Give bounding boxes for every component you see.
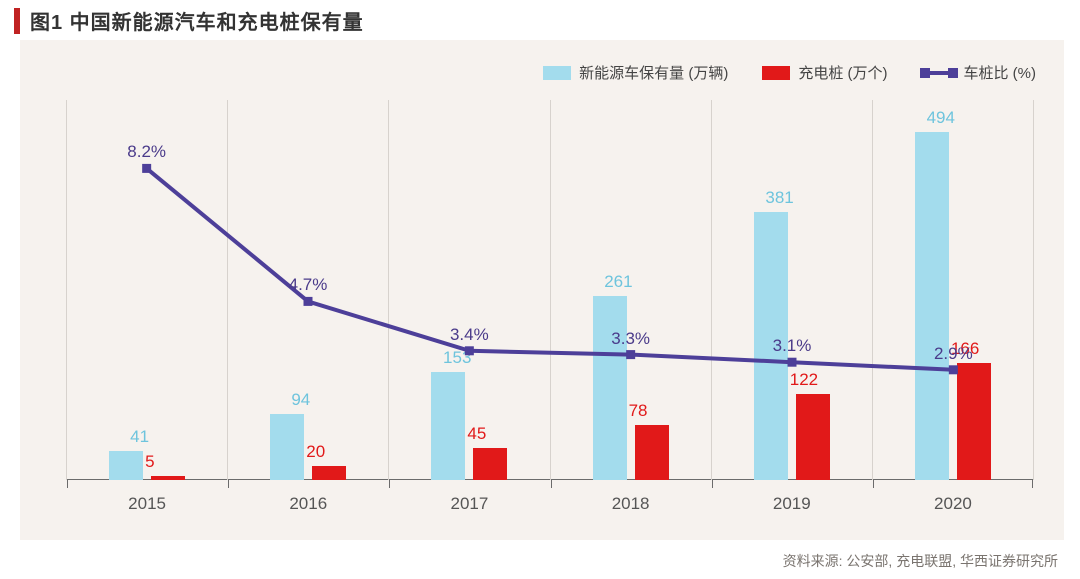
bar-piles: 5 xyxy=(151,476,185,480)
bar-group: 201715345 xyxy=(388,100,549,480)
bar-group: 2019381122 xyxy=(711,100,872,480)
x-axis-label: 2019 xyxy=(712,494,872,514)
bar-vehicles-value: 153 xyxy=(391,348,471,372)
bar-pair: 494166 xyxy=(873,100,1033,480)
bar-vehicles: 153 xyxy=(431,372,465,480)
legend-swatch-piles xyxy=(762,66,790,80)
legend-item-ratio: 车桩比 (%) xyxy=(922,62,1037,83)
bar-piles-value: 20 xyxy=(306,442,386,466)
bar-pair: 381 122 xyxy=(712,100,872,480)
bar-vehicles-value: 94 xyxy=(230,390,310,414)
legend-label-ratio: 车桩比 (%) xyxy=(964,62,1037,83)
ratio-value-label: 4.7% xyxy=(289,275,328,301)
bar-vehicles-value: 381 xyxy=(714,188,794,212)
title-accent-mark xyxy=(14,8,20,34)
bar-group: 201826178 xyxy=(550,100,711,480)
bar-vehicles-value: 261 xyxy=(553,272,633,296)
bar-piles-value: 122 xyxy=(790,370,870,394)
source-caption: 资料来源: 公安部, 充电联盟, 华西证券研究所 xyxy=(783,551,1058,571)
chart-panel: 新能源车保有量 (万辆) 充电桩 (万个) 车桩比 (%) 2015415201… xyxy=(20,40,1064,540)
bar-piles: 20 xyxy=(312,466,346,480)
bar-vehicles: 94 xyxy=(270,414,304,480)
x-axis-label: 2016 xyxy=(228,494,388,514)
legend-item-piles: 充电桩 (万个) xyxy=(762,62,887,83)
ratio-value-label: 8.2% xyxy=(127,142,166,168)
bar-vehicles-value: 494 xyxy=(875,108,955,132)
bar-group: 2020494166 xyxy=(872,100,1034,480)
bar-piles-value: 45 xyxy=(467,424,547,448)
chart-title-bar: 图1 中国新能源汽车和充电桩保有量 xyxy=(14,6,364,35)
ratio-value-label: 2.9% xyxy=(934,344,973,370)
bar-pair: 15345 xyxy=(389,100,549,480)
bar-piles-value: 78 xyxy=(629,401,709,425)
ratio-value-label: 3.3% xyxy=(611,329,650,355)
bar-groups: 2015415201694202017153452018261782019381… xyxy=(66,100,1034,480)
legend-item-vehicles: 新能源车保有量 (万辆) xyxy=(543,62,728,83)
bar-piles-value: 5 xyxy=(145,452,225,476)
x-axis-label: 2018 xyxy=(551,494,711,514)
bar-vehicles: 494 xyxy=(915,132,949,480)
bar-vehicles-value: 41 xyxy=(69,427,149,451)
bar-vehicles: 261 xyxy=(593,296,627,480)
ratio-value-label: 3.4% xyxy=(450,325,489,351)
legend-swatch-ratio xyxy=(922,71,956,75)
x-axis-label: 2020 xyxy=(873,494,1033,514)
x-axis-label: 2017 xyxy=(389,494,549,514)
bar-piles: 122 xyxy=(796,394,830,480)
bar-vehicles: 41 xyxy=(109,451,143,480)
legend: 新能源车保有量 (万辆) 充电桩 (万个) 车桩比 (%) xyxy=(543,62,1036,83)
bar-piles: 45 xyxy=(473,448,507,480)
x-axis-label: 2015 xyxy=(67,494,227,514)
legend-label-vehicles: 新能源车保有量 (万辆) xyxy=(579,62,728,83)
bar-piles: 166 xyxy=(957,363,991,480)
legend-swatch-vehicles xyxy=(543,66,571,80)
ratio-value-label: 3.1% xyxy=(773,336,812,362)
legend-label-piles: 充电桩 (万个) xyxy=(798,62,887,83)
bar-piles: 78 xyxy=(635,425,669,480)
chart-title: 图1 中国新能源汽车和充电桩保有量 xyxy=(30,6,364,35)
bar-pair: 26178 xyxy=(551,100,711,480)
plot-area: 2015415201694202017153452018261782019381… xyxy=(66,100,1034,480)
